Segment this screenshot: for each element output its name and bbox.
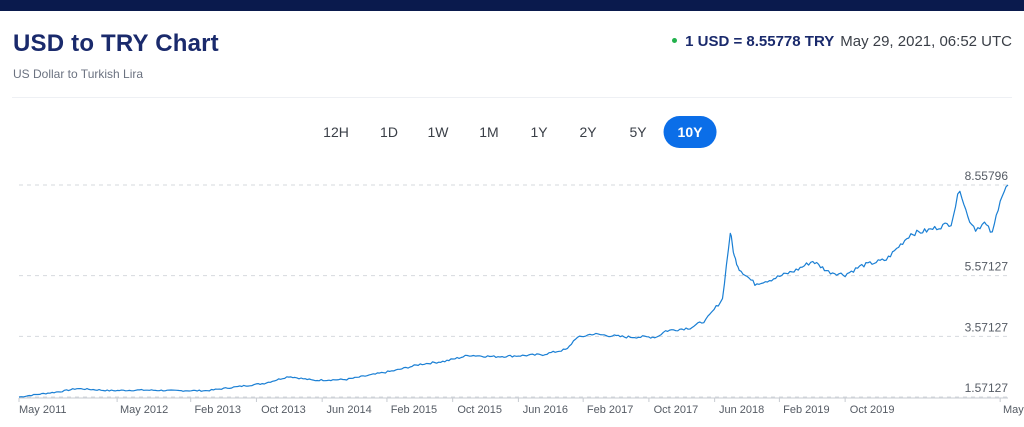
header-divider — [12, 97, 1012, 98]
x-tick-label: Jun 2016 — [523, 404, 568, 416]
x-tick-label: Jun 2014 — [327, 404, 372, 416]
period-selector: 12H 1D 1W 1M 1Y 2Y 5Y 10Y — [0, 116, 1024, 148]
x-tick-label: May 2021 — [1003, 404, 1024, 416]
y-tick-label: 5.57127 — [965, 260, 1009, 274]
current-rate: 1 USD = 8.55778 TRY May 29, 2021, 06:52 U… — [672, 33, 1012, 50]
period-button-1m[interactable]: 1M — [479, 124, 499, 140]
x-tick-label: Feb 2017 — [587, 404, 633, 416]
x-tick-label: Feb 2019 — [783, 404, 829, 416]
x-tick-label: Oct 2013 — [261, 404, 306, 416]
period-button-2y[interactable]: 2Y — [579, 124, 597, 140]
period-button-10y[interactable]: 10Y — [663, 116, 717, 148]
x-tick-label: Oct 2015 — [457, 404, 502, 416]
x-tick-label: Jun 2018 — [719, 404, 764, 416]
x-tick-label: May 2011 — [19, 404, 67, 416]
period-button-1y[interactable]: 1Y — [530, 124, 548, 140]
x-tick-label: May 2012 — [120, 404, 168, 416]
x-tick-label: Feb 2013 — [194, 404, 240, 416]
page-title: USD to TRY Chart — [13, 30, 219, 57]
page-subtitle: US Dollar to Turkish Lira — [13, 67, 144, 81]
rate-timestamp: May 29, 2021, 06:52 UTC — [840, 33, 1012, 50]
period-button-12h[interactable]: 12H — [323, 124, 349, 140]
y-tick-label: 1.57127 — [965, 381, 1009, 395]
period-button-5y[interactable]: 5Y — [629, 124, 647, 140]
y-tick-label: 8.55796 — [965, 169, 1009, 183]
exchange-rate-chart: 1.57127 3.57127 5.57127 8.55796 May 2011 May … — [18, 169, 1024, 416]
top-navigation-bar — [0, 0, 1024, 11]
period-button-1w[interactable]: 1W — [427, 124, 449, 140]
period-button-1d[interactable]: 1D — [380, 124, 398, 140]
live-status-dot-icon — [672, 37, 678, 43]
x-tick-label: Oct 2017 — [654, 404, 699, 416]
rate-value: 1 USD = 8.55778 TRY — [685, 33, 835, 50]
y-tick-label: 3.57127 — [965, 320, 1009, 334]
x-tick-label: Oct 2019 — [850, 404, 895, 416]
x-tick-label: Feb 2015 — [391, 404, 437, 416]
usd-try-series-line — [18, 184, 1009, 398]
